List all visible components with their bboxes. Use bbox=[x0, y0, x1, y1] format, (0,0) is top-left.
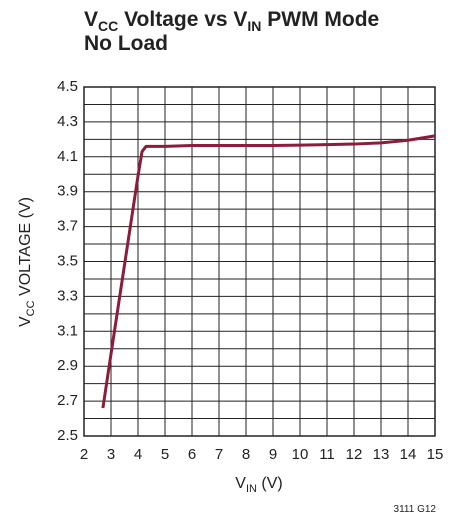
x-tick-label: 14 bbox=[400, 446, 417, 463]
x-tick-label: 2 bbox=[80, 446, 88, 463]
y-axis-label: VCC VOLTAGE (V) bbox=[17, 197, 37, 327]
x-tick-label: 3 bbox=[107, 446, 115, 463]
y-tick-label: 3.5 bbox=[57, 252, 78, 269]
x-tick-label: 10 bbox=[292, 446, 309, 463]
y-tick-label: 4.5 bbox=[57, 78, 78, 95]
x-tick-label: 7 bbox=[215, 446, 223, 463]
y-tick-label: 2.7 bbox=[57, 392, 78, 409]
x-axis-label: VIN (V) bbox=[235, 475, 282, 495]
y-tick-label: 2.5 bbox=[57, 427, 78, 444]
x-tick-label: 4 bbox=[134, 446, 142, 463]
footnote: 3111 G12 bbox=[394, 504, 437, 515]
x-tick-label: 11 bbox=[319, 446, 335, 463]
x-tick-label: 12 bbox=[346, 446, 363, 463]
x-tick-label: 8 bbox=[242, 446, 250, 463]
x-tick-label: 13 bbox=[373, 446, 390, 463]
y-tick-label: 4.3 bbox=[57, 113, 78, 130]
x-tick-label: 6 bbox=[188, 446, 196, 463]
chart-title-line2: No Load bbox=[84, 32, 168, 55]
plot-frame bbox=[83, 86, 436, 437]
y-tick-label: 3.3 bbox=[57, 287, 78, 304]
data-line bbox=[101, 134, 436, 409]
y-tick-label: 3.7 bbox=[57, 218, 78, 235]
y-tick-label: 3.1 bbox=[57, 322, 78, 339]
x-tick-label: 9 bbox=[269, 446, 277, 463]
chart-title: VCC Voltage vs VIN PWM Mode bbox=[84, 8, 379, 34]
y-tick-label: 3.9 bbox=[57, 183, 78, 200]
x-tick-label: 5 bbox=[161, 446, 169, 463]
y-tick-label: 4.1 bbox=[57, 148, 78, 165]
y-tick-label: 2.9 bbox=[57, 357, 78, 374]
x-tick-label: 15 bbox=[427, 446, 444, 463]
